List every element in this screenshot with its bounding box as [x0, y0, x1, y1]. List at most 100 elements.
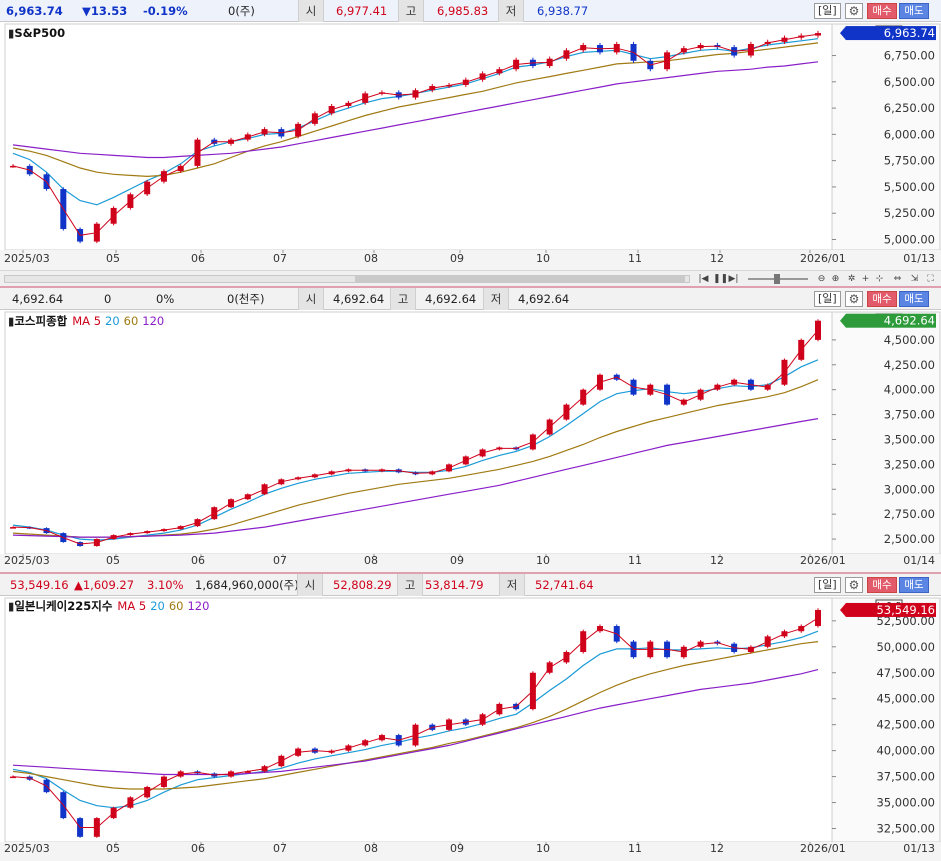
price-change: 0 [104, 292, 112, 306]
title-marker-icon: ▮ [8, 26, 15, 40]
open-value: 6,977.41 [336, 4, 388, 18]
crosshair-icon[interactable]: ⊹ [875, 274, 884, 284]
settings-gear-icon[interactable]: ⚙ [845, 3, 863, 19]
change-percent: 3.10% [147, 578, 184, 592]
candle [815, 320, 821, 340]
sell-button[interactable]: 매도 [899, 577, 929, 593]
x-tick-label: 05 [106, 252, 120, 265]
y-tick-label: 5,250.00 [884, 206, 935, 220]
x-tick-label: 11 [628, 842, 642, 855]
period-selector[interactable]: [일] [814, 3, 841, 19]
x-tick-label: 07 [273, 842, 287, 855]
x-tick-label: 09 [450, 252, 464, 265]
low-label: 저 [498, 0, 524, 22]
zoom-slider-knob[interactable] [774, 274, 780, 284]
high-label: 고 [390, 288, 416, 310]
panel-separator [0, 572, 941, 574]
candle [10, 776, 16, 779]
open-label: 시 [298, 288, 324, 310]
zoom-out-icon[interactable]: ⊖ [817, 274, 826, 284]
zoom-in-icon[interactable]: ⊕ [831, 274, 840, 284]
volume: 0(주) [228, 4, 255, 18]
first-page-icon[interactable]: |◀ [698, 274, 709, 284]
legend-ma60: 60 [123, 314, 139, 328]
x-tick-label: 2026/01 [800, 842, 846, 855]
legend-ma20: 20 [105, 314, 120, 328]
x-tick-label: 2026/01 [800, 554, 846, 567]
period-selector[interactable]: [일] [814, 577, 841, 593]
open-value: 4,692.64 [333, 292, 385, 306]
ma-line-ma120 [12, 418, 819, 538]
y-tick-label: 2,750.00 [884, 507, 935, 521]
chart-sp500[interactable]: 5,000.00 5,250.00 5,500.00 5,750.00 6,000.00… [0, 22, 941, 270]
sell-button[interactable]: 매도 [899, 3, 929, 19]
y-tick-label: 3,250.00 [884, 457, 935, 471]
x-axis-area [0, 842, 941, 861]
price-change: ▼13.53 [82, 4, 128, 18]
buy-button[interactable]: 매수 [867, 577, 897, 593]
title-marker-icon: ▮ [8, 599, 15, 613]
chart-title-kospi: ▮코스피종합 MA 5 20 60 120 [8, 313, 164, 329]
x-axis-area [0, 554, 941, 572]
x-tick-label: 05 [106, 842, 120, 855]
legend-ma120: 120 [187, 599, 210, 613]
high-label: 고 [397, 574, 423, 596]
low-value: 52,741.64 [535, 578, 594, 592]
panel-separator [0, 286, 941, 288]
current-price: 53,549.16 [10, 578, 69, 592]
low-value: 4,692.64 [518, 292, 570, 306]
add-icon[interactable]: + [861, 274, 870, 284]
y-tick-label: 4,250.00 [884, 358, 935, 372]
x-axis-area [0, 250, 941, 270]
chart-kospi[interactable]: 2,500.00 2,750.00 3,000.00 3,250.00 3,500.00… [0, 310, 941, 572]
horizontal-scrollbar[interactable] [4, 275, 690, 283]
title-marker-icon: ▮ [8, 314, 15, 328]
expand-icon[interactable]: ⛶ [927, 274, 934, 284]
scroll-thumb[interactable] [355, 276, 685, 282]
x-tick-label: 10 [536, 554, 550, 567]
y-tick-label: 32,500.00 [876, 822, 935, 836]
y-tick-label: 6,250.00 [884, 101, 935, 115]
last-date-label: 01/13 [903, 842, 935, 855]
last-price-tag [846, 602, 936, 617]
y-tick-label: 5,000.00 [884, 232, 935, 246]
buy-button[interactable]: 매수 [867, 3, 897, 19]
settings-gear-icon[interactable]: ⚙ [845, 577, 863, 593]
infobar-kospi: 4,692.64 0 0% 0(천주) 시 4,692.64 고 4,692.6… [0, 288, 941, 310]
y-tick-label: 5,750.00 [884, 154, 935, 168]
legend-ma5: MA 5 [117, 599, 147, 613]
x-tick-label: 2026/01 [800, 252, 846, 265]
last-page-icon[interactable]: ▶| [728, 274, 739, 284]
sell-button[interactable]: 매도 [899, 291, 929, 307]
settings-gear-icon[interactable]: ⚙ [845, 291, 863, 307]
x-tick-label: 09 [450, 842, 464, 855]
change-percent: 0% [156, 292, 175, 306]
volume: 0(천주) [227, 292, 265, 306]
x-tick-label: 2025/03 [4, 252, 50, 265]
zoom-slider[interactable] [748, 274, 808, 284]
y-axis-area [831, 23, 941, 251]
legend-ma60: 60 [168, 599, 184, 613]
x-tick-label: 09 [450, 554, 464, 567]
current-price: 4,692.64 [12, 292, 64, 306]
low-label: 저 [499, 574, 525, 596]
chart-name: 코스피종합 [14, 314, 68, 328]
buy-button[interactable]: 매수 [867, 291, 897, 307]
x-tick-label: 06 [191, 554, 205, 567]
settings-icon[interactable]: ✲ [847, 274, 856, 284]
chart-nikkei[interactable]: 32,500.00 35,000.00 37,500.00 40,000.00 42,5… [0, 596, 941, 861]
y-tick-label: 40,000.00 [876, 744, 935, 758]
period-selector[interactable]: [일] [814, 291, 841, 307]
y-tick-label: 45,000.00 [876, 692, 935, 706]
y-tick-label: 5,500.00 [884, 180, 935, 194]
y-tick-label: 3,000.00 [884, 482, 935, 496]
shrink-icon[interactable]: ⇲ [910, 274, 919, 284]
last-price-arrow [840, 26, 846, 41]
infobar-sp500: 6,963.74 ▼13.53 -0.19% 0(주) 시 6,977.41 고… [0, 0, 941, 22]
legend-ma5: MA 5 [72, 314, 102, 328]
pause-icon[interactable]: ❚❚ [713, 274, 729, 284]
last-price-label: 53,549.16 [876, 603, 935, 617]
last-date-label: 01/13 [903, 252, 935, 265]
fit-icon[interactable]: ⇔ [893, 274, 902, 284]
low-label: 저 [483, 288, 509, 310]
